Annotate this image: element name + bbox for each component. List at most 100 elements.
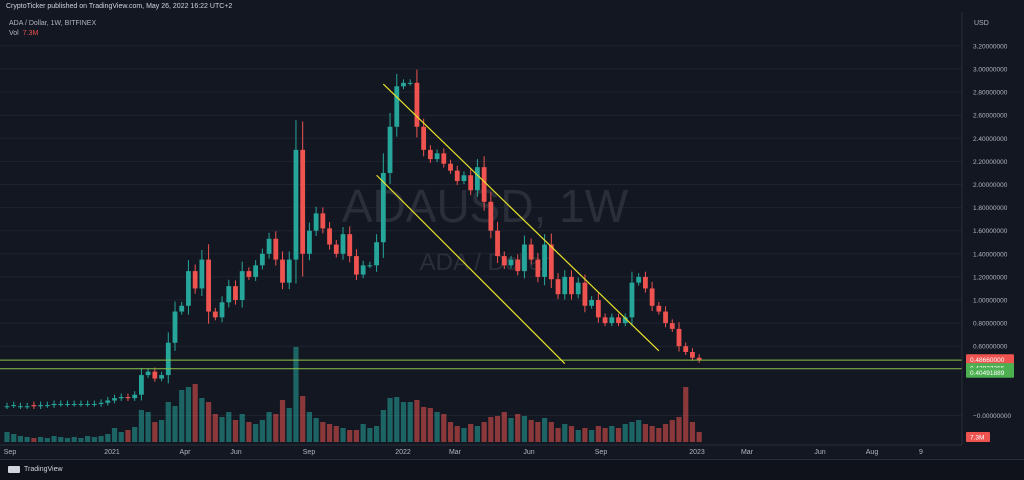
candle-body [616,317,621,324]
candle-body [669,323,675,329]
candle-body [542,244,547,277]
candle-body [259,253,265,266]
volume-bar [347,430,353,442]
price-label-badge [966,354,1014,365]
candle-body [307,230,312,254]
time-axis: Sep 2021 Apr Jun Sep 2022 Mar Jun Sep 2023 Mar Jun A… [4,449,923,456]
volume-bar [4,432,10,442]
time-tick-label: Sep [303,449,316,456]
volume-bar [158,420,165,442]
chart-grid [0,45,962,416]
candle-body [622,317,628,324]
volume-bar [239,414,245,442]
candle-body [488,201,494,231]
volume-bar [508,418,514,442]
time-tick-label: 2023 [689,449,705,456]
volume-bar [185,387,192,442]
volume-bar [306,412,312,442]
candle-body [595,300,601,318]
volume-bar [98,436,104,442]
support-levels [0,359,962,370]
volume-bar [31,438,37,442]
volume-bar [273,414,279,442]
candle-body [246,271,252,277]
volume-bar [219,417,225,442]
volume-bar [266,412,272,442]
volume-bar [246,422,252,442]
candle-body [38,405,43,407]
candle-body [327,228,332,245]
candle-body [219,302,225,318]
volume-bar [259,420,265,442]
candle-body [273,238,279,260]
candle-body [300,149,306,254]
price-tick-label: 2.40000000 [973,136,1008,143]
volume-bar [696,432,702,442]
candle-body [165,342,171,376]
volume-bar [636,420,642,442]
volume-bar [206,402,212,442]
candle-body [380,172,386,243]
candle-body [320,213,326,229]
volume-bar [179,390,185,442]
volume-bar [528,420,534,442]
candle-body [91,403,97,405]
volume-bar [669,420,675,442]
volume-bar [64,438,71,442]
price-tick-label: 3.00000000 [973,67,1008,74]
candle-body [683,346,689,352]
candle-body [535,259,541,277]
candle-body [401,82,406,87]
volume-bar [286,408,292,442]
candle-body [602,317,608,324]
volume-bar [253,424,259,442]
candle-body [501,256,507,266]
volume-bar [58,437,64,442]
candle-body [286,259,292,283]
volume-bar [226,412,232,442]
price-tick-label: 0.80000000 [973,321,1008,328]
candle-body [226,286,232,303]
time-tick-label: Aug [866,449,879,456]
candle-body [508,259,514,266]
volume-bar [11,434,17,442]
volume-bar [501,412,507,442]
volume-bar [118,432,124,442]
price-chart[interactable]: ADAUSD, 1W ADA / Dollar USD 3.200000003.… [0,0,1024,458]
candle-body [186,271,191,306]
volume-bar [427,408,433,442]
tradingview-brand[interactable]: TradingView [8,466,63,473]
candle-body [44,405,50,407]
volume-bar [562,424,568,442]
candle-body [522,244,527,272]
volume-bar [360,424,366,442]
volume-bar [172,406,178,442]
volume-bar [676,417,682,442]
volume-bar [555,428,561,442]
candle-body [333,244,339,254]
volume-bar [71,437,77,442]
price-label-badge [966,367,1014,378]
price-label-text: 0.48660000 [970,357,1005,364]
candle-body [663,311,668,324]
candle-body [347,234,353,257]
price-label-text: 0.40491889 [970,370,1005,377]
volume-bar [165,402,171,442]
candle-body [656,305,662,312]
candle-body [643,276,648,289]
volume-bar [91,437,97,442]
price-tick-label: 1.20000000 [973,274,1008,281]
candle-body [340,234,346,254]
volume-bar [279,400,286,442]
candle-body [266,238,272,254]
volume-bar [441,414,447,442]
candle-body [528,244,534,260]
volume-bar [542,418,548,442]
volume-bar [602,428,608,442]
candle-body [468,175,474,191]
candle-body [11,405,17,407]
candle-body [313,213,319,231]
candle-body [575,282,581,295]
candle-body [589,300,595,306]
candle-body [152,371,158,379]
